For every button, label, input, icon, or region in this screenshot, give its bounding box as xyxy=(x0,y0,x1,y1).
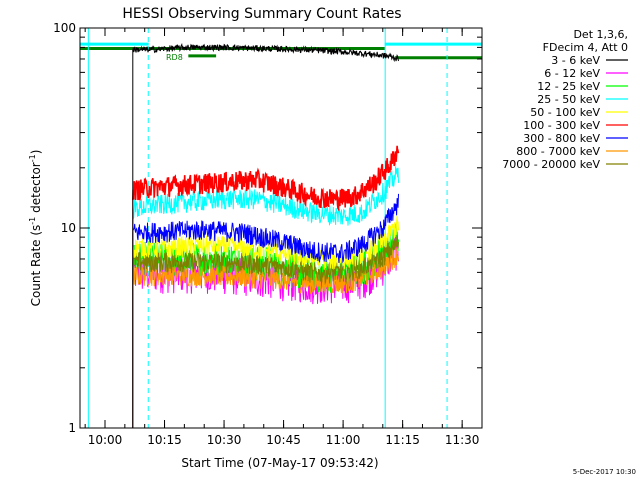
x-axis-ticks: 10:00 10:15 10:30 10:45 11:00 11:15 11:30 xyxy=(84,28,483,447)
legend-label-4: 50 - 100 keV xyxy=(530,106,600,119)
y-axis-label-mid: detector xyxy=(29,162,43,217)
series-3-line xyxy=(132,166,399,226)
series-8-line xyxy=(132,235,399,285)
y-axis-ticks: 1 10 100 xyxy=(53,21,482,435)
legend-label-1: 6 - 12 keV xyxy=(544,67,600,80)
series-3 xyxy=(132,166,399,428)
x-tick-label-2: 10:30 xyxy=(207,433,242,447)
x-axis-label: Start Time (07-May-17 09:53:42) xyxy=(181,456,378,470)
x-tick-label-0: 10:00 xyxy=(88,433,123,447)
legend-label-6: 300 - 800 keV xyxy=(523,132,600,145)
chart-title: HESSI Observing Summary Count Rates xyxy=(122,6,401,22)
x-tick-label-1: 10:15 xyxy=(147,433,182,447)
render-timestamp: 5-Dec-2017 10:30 xyxy=(573,468,636,476)
series-0-line xyxy=(132,42,399,63)
series-5-line xyxy=(132,145,400,212)
y-tick-label-2: 100 xyxy=(53,21,76,35)
legend-label-7: 800 - 7000 keV xyxy=(516,145,600,158)
series-0 xyxy=(132,42,399,428)
y-tick-label-0: 1 xyxy=(68,421,76,435)
y-axis-label-main: Count Rate (s xyxy=(29,225,43,307)
x-tick-label-5: 11:15 xyxy=(385,433,420,447)
legend-header-line-1: Det 1,3,6, xyxy=(573,28,628,41)
y-axis-label-sup2: -1 xyxy=(28,154,37,162)
legend-label-3: 25 - 50 keV xyxy=(537,93,600,106)
legend-label-8: 7000 - 20000 keV xyxy=(502,158,600,171)
series-6-line xyxy=(132,193,399,264)
series-layer xyxy=(132,42,400,428)
x-tick-label-3: 10:45 xyxy=(266,433,301,447)
legend-label-2: 12 - 25 keV xyxy=(537,80,600,93)
x-tick-label-4: 11:00 xyxy=(326,433,361,447)
y-axis-label-end: ) xyxy=(29,150,43,155)
annotation-rd8: RD8 xyxy=(166,53,183,62)
plot-frame xyxy=(79,27,483,429)
x-tick-label-6: 11:30 xyxy=(445,433,480,447)
y-axis-label: Count Rate (s-1 detector-1) xyxy=(28,150,43,307)
legend-label-5: 100 - 300 keV xyxy=(523,119,600,132)
legend-header-line-2: FDecim 4, Att 0 xyxy=(543,41,628,54)
series-6 xyxy=(132,193,399,428)
legend-label-0: 3 - 6 keV xyxy=(551,54,600,67)
y-tick-label-1: 10 xyxy=(61,221,76,235)
y-axis-label-sup1: -1 xyxy=(28,217,37,225)
